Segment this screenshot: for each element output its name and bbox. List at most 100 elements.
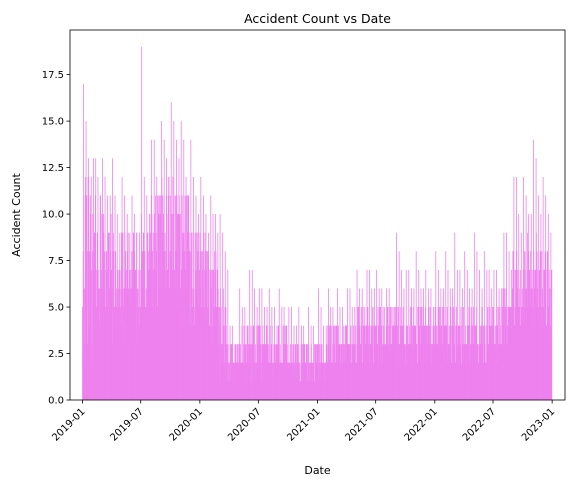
bar-2019-06-16: [135, 269, 137, 400]
bar-2021-03-20: [342, 307, 343, 400]
bar-2020-12-20: [313, 325, 315, 400]
bar-2021-09-04: [396, 232, 397, 400]
bar-2019-11-27: [188, 195, 190, 400]
bar-2020-12-01: [307, 344, 308, 400]
bar-2020-12-17: [312, 362, 314, 400]
bar-2019-01-05: [83, 288, 85, 400]
bar-2019-10-10: [172, 214, 174, 400]
y-tick-label: 10.0: [42, 210, 64, 221]
bar-2020-03-25: [226, 362, 228, 400]
bar-2020-04-12: [232, 325, 234, 400]
bar-2019-11-12: [183, 139, 185, 400]
bar-2019-09-12: [163, 139, 165, 400]
bar-2020-03-12: [222, 232, 224, 400]
bar-2020-05-23: [245, 344, 247, 400]
bar-2019-01-15: [86, 251, 88, 400]
bar-2021-05-09: [358, 307, 360, 400]
bar-2020-11-19: [303, 325, 305, 400]
bar-2020-06-10: [251, 344, 253, 400]
bar-2020-09-12: [281, 307, 283, 400]
bar-2019-07-04: [141, 46, 143, 400]
bar-2020-03-07: [220, 307, 222, 400]
bar-2020-12-07: [309, 362, 310, 400]
bar-2020-11-16: [302, 344, 304, 400]
bar-2020-06-27: [256, 307, 258, 400]
bar-2020-07-13: [261, 325, 263, 400]
bar-2020-03-28: [227, 269, 229, 400]
bar-2022-12-20: [547, 214, 549, 400]
bar-2022-10-12: [525, 195, 527, 400]
bar-2019-11-04: [180, 121, 182, 401]
bar-2020-05-04: [239, 288, 241, 400]
bar-2021-10-12: [408, 269, 410, 400]
bar-2021-11-16: [419, 307, 421, 400]
bar-2022-03-24: [460, 307, 462, 400]
bar-2020-11-29: [306, 362, 308, 400]
bar-2019-02-11: [95, 158, 97, 400]
bar-2019-01-04: [83, 83, 84, 401]
y-axis-title: Accident Count: [10, 172, 23, 256]
bar-2022-05-12: [476, 251, 478, 400]
bar-2021-06-23: [372, 307, 374, 400]
bar-2020-12-22: [313, 344, 315, 400]
bar-2020-12-15: [311, 362, 313, 400]
bar-2020-06-04: [249, 269, 251, 400]
y-tick-label: 0.0: [48, 396, 64, 407]
bar-2020-06-08: [250, 325, 252, 400]
bar-2020-07-09: [260, 344, 262, 400]
bar-2020-06-12: [251, 269, 253, 400]
bar-2021-07-08: [377, 307, 379, 400]
bar-2020-08-20: [274, 307, 275, 400]
bar-2021-07-20: [381, 288, 383, 400]
bar-2021-03-12: [339, 307, 341, 400]
bar-2021-01-04: [318, 288, 319, 400]
bar-2019-04-04: [112, 158, 113, 400]
bar-2019-08-05: [151, 214, 153, 400]
bar-2020-12-31: [316, 344, 318, 400]
bar-2020-11-06: [299, 362, 300, 400]
bar-2020-10-30: [296, 344, 298, 400]
bar-2019-01-26: [90, 214, 91, 400]
bar-2020-06-20: [254, 362, 256, 400]
bar-series: [82, 46, 553, 401]
bar-2020-11-14: [301, 362, 303, 400]
bar-2022-12-29: [550, 269, 552, 400]
bar-2019-12-28: [198, 214, 199, 400]
y-tick-label: 12.5: [42, 163, 64, 174]
bar-2020-10-21: [293, 362, 295, 400]
bar-2019-11-01: [179, 214, 181, 400]
bar-2021-02-11: [330, 307, 332, 400]
bar-2020-10-12: [291, 307, 292, 400]
bar-2019-05-07: [122, 232, 124, 400]
y-axis: 0.0 2.5 5.0 7.5 10.0 12.5 15.0 17.5: [42, 70, 70, 407]
bar-2019-10-22: [176, 195, 178, 400]
bar-2019-08-09: [152, 232, 154, 400]
bar-2019-06-27: [139, 232, 140, 400]
bar-2020-12-09: [309, 362, 311, 400]
bar-2020-02-29: [218, 344, 220, 400]
bar-2020-07-16: [262, 344, 264, 400]
bar-2022-02-04: [445, 251, 447, 400]
bar-2020-10-04: [288, 307, 290, 400]
bar-2021-09-10: [398, 307, 399, 400]
bar-2020-08-15: [272, 362, 274, 400]
bar-2021-02-18: [332, 307, 334, 400]
y-tick-label: 17.5: [42, 70, 64, 81]
y-tick-label: 5.0: [48, 303, 64, 314]
bar-2020-06-24: [255, 362, 257, 400]
bar-2022-03-04: [454, 232, 456, 400]
bar-2020-05-12: [241, 307, 243, 400]
bar-2020-10-13: [291, 362, 293, 400]
bar-2022-01-13: [438, 307, 440, 400]
bar-2020-08-07: [269, 325, 271, 400]
bar-2022-08-12: [506, 232, 507, 400]
y-tick-label: 2.5: [48, 349, 64, 360]
bar-2022-11-27: [540, 214, 542, 400]
bar-2022-11-19: [537, 195, 539, 400]
bar-2021-03-04: [337, 288, 338, 400]
bar-2021-12-04: [425, 269, 427, 400]
bar-2019-10-04: [170, 102, 172, 400]
bar-2020-06-19: [254, 288, 255, 400]
bar-2020-04-05: [229, 344, 231, 400]
